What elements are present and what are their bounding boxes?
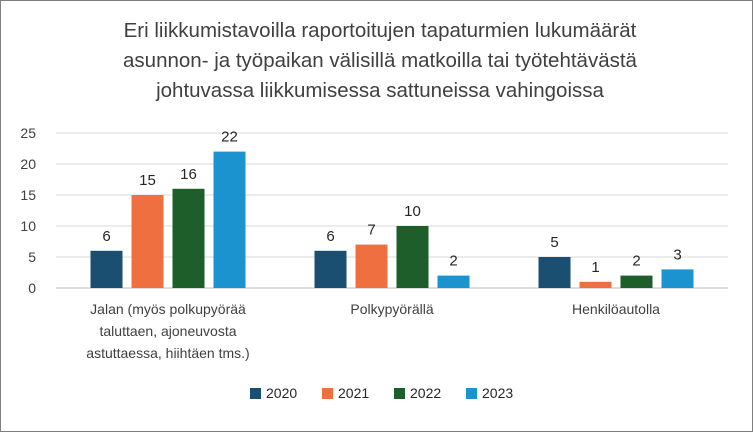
data-label-2023: 2	[449, 253, 457, 270]
category-label: Jalan (myös polkupyörää	[90, 301, 246, 317]
chart-title-line-1: Eri liikkumistavoilla raportoitujen tapa…	[123, 19, 637, 42]
chart-title-line-3: johtuvassa liikkumisessa sattuneissa vah…	[156, 79, 604, 102]
bar-2021	[131, 195, 164, 288]
category-label: Polkypyörällä	[350, 301, 433, 317]
data-label-2020: 6	[326, 228, 334, 245]
legend-swatch-2022	[394, 388, 405, 399]
legend-label-2021: 2021	[338, 385, 369, 401]
chart-title: Eri liikkumistavoilla raportoitujen tapa…	[60, 16, 700, 106]
data-label-2020: 5	[550, 234, 558, 251]
bar-2023	[437, 275, 470, 288]
legend-swatch-2023	[466, 388, 477, 399]
bar-2021	[355, 244, 388, 288]
bar-2020	[538, 257, 571, 288]
data-label-2021: 7	[367, 222, 375, 239]
chart-title-line-2: asunnon- ja työpaikan välisillä matkoill…	[123, 49, 637, 72]
data-label-2023: 22	[221, 129, 238, 146]
bar-2023	[213, 151, 246, 288]
legend-label-2020: 2020	[266, 385, 297, 401]
y-tick-label: 5	[28, 249, 36, 265]
bar-2022	[620, 275, 653, 288]
bar-2023	[661, 269, 694, 288]
y-tick-label: 20	[20, 156, 36, 172]
y-tick-label: 0	[28, 280, 36, 296]
y-tick-label: 10	[20, 218, 36, 234]
y-tick-label: 25	[20, 125, 36, 141]
legend-label-2022: 2022	[410, 385, 441, 401]
legend-swatch-2020	[250, 388, 261, 399]
data-label-2022: 16	[180, 166, 197, 183]
category-label: Henkilöautolla	[572, 301, 660, 317]
data-label-2020: 6	[102, 228, 110, 245]
data-label-2023: 3	[673, 246, 681, 263]
bar-2022	[396, 226, 429, 288]
legend-swatch-2021	[322, 388, 333, 399]
bar-2020	[90, 250, 123, 288]
y-tick-label: 15	[20, 187, 36, 203]
data-label-2022: 2	[632, 253, 640, 270]
data-label-2021: 1	[591, 259, 599, 276]
legend-label-2023: 2023	[482, 385, 513, 401]
data-label-2022: 10	[404, 203, 421, 220]
bar-2022	[172, 188, 205, 288]
bar-2020	[314, 250, 347, 288]
category-label: taluttaen, ajoneuvosta	[100, 323, 237, 339]
data-label-2021: 15	[139, 172, 156, 189]
bar-2021	[579, 281, 612, 288]
category-label: astuttaessa, hiihtäen tms.)	[86, 345, 249, 361]
